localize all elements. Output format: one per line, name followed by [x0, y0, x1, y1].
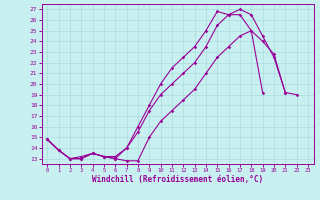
X-axis label: Windchill (Refroidissement éolien,°C): Windchill (Refroidissement éolien,°C) [92, 175, 263, 184]
